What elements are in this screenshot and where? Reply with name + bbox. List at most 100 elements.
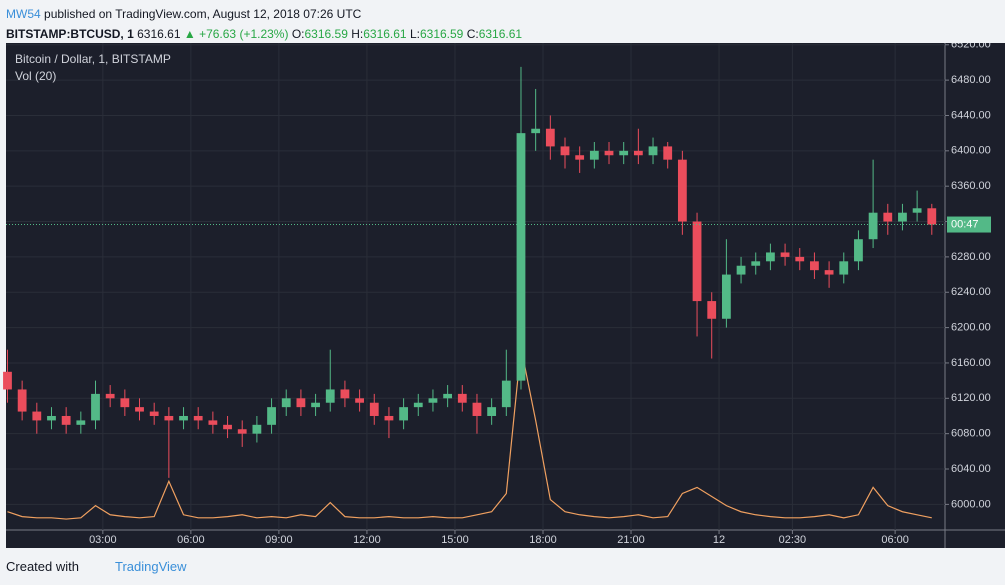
candle-body [751, 261, 761, 266]
candle-body [179, 415, 188, 421]
candle-body [516, 133, 526, 381]
candle-body [604, 150, 614, 156]
candle-body [575, 155, 585, 160]
candle-body [237, 429, 247, 434]
y-tick-label: 6360.00 [951, 180, 991, 192]
candle-body [399, 407, 409, 421]
y-tick-label: 6280.00 [951, 251, 991, 263]
candle-body [457, 393, 467, 403]
candle-body [663, 146, 673, 160]
candle-body [736, 265, 746, 275]
header: MW54 published on TradingView.com, Augus… [6, 4, 522, 44]
author[interactable]: MW54 [6, 7, 41, 21]
o-label: O: [291, 27, 305, 41]
candle-body [223, 424, 232, 430]
change: ▲ +76.63 (+1.23%) [183, 27, 289, 41]
price-badge [947, 216, 991, 233]
candle-body [3, 371, 12, 390]
candle-body [61, 415, 71, 425]
candle-body [135, 407, 144, 412]
volume-label: Vol (20) [15, 69, 56, 83]
h: 6316.61 [363, 27, 407, 41]
x-tick-label: 06:00 [881, 534, 909, 546]
published: published on TradingView.com, August 12,… [44, 7, 362, 21]
l-label: L: [409, 27, 420, 41]
x-tick-label: 12:00 [353, 534, 381, 546]
y-tick-label: 6520.00 [951, 43, 991, 51]
candle-body [91, 393, 100, 421]
l: 6316.59 [419, 27, 464, 41]
candle-body [677, 159, 687, 222]
candle-body [839, 261, 849, 275]
chart: Bitcoin / Dollar, 1, BITSTAMP Vol (20) 6… [3, 43, 1005, 548]
candle-body [824, 270, 834, 275]
y-tick-label: 6000.00 [951, 498, 991, 510]
candle-body [868, 212, 878, 240]
candle-body [384, 415, 394, 421]
candle-body [208, 420, 218, 425]
candle-body [795, 256, 805, 262]
x-tick-label: 06:00 [177, 534, 205, 546]
created: Created with [6, 559, 79, 574]
x-tick-label: 02:30 [779, 534, 807, 546]
brand[interactable]: TradingView [114, 559, 187, 574]
y-tick-label: 6440.00 [951, 109, 991, 121]
candle-body [810, 261, 819, 271]
y-tick-label: 6080.00 [951, 428, 991, 440]
candle-body [589, 150, 599, 160]
x-tick-label: 09:00 [265, 534, 293, 546]
y-tick-label: 6240.00 [951, 286, 991, 298]
c-label: C: [466, 27, 479, 41]
y-tick-label: 6120.00 [951, 392, 991, 404]
candle-body [340, 389, 350, 399]
candle-body [545, 128, 555, 147]
countdown-label: 00:47 [951, 218, 979, 230]
candle-body [17, 389, 27, 412]
x-tick-label: 18:00 [529, 534, 557, 546]
candle-body [296, 398, 306, 408]
candle-body [692, 221, 702, 302]
legend-title: Bitcoin / Dollar, 1, BITSTAMP [15, 52, 171, 66]
candle-body [560, 146, 570, 156]
candle-body [883, 212, 893, 222]
x-tick-label: 12 [713, 534, 725, 546]
candle-body [281, 398, 291, 408]
candle-body [105, 393, 115, 399]
candle-body [898, 212, 907, 222]
y-tick-label: 6200.00 [951, 322, 991, 334]
y-tick-label: 6040.00 [951, 463, 991, 475]
axis-bg [945, 43, 1005, 548]
candle-body [369, 402, 379, 416]
candle-body [149, 411, 159, 416]
candle-body [472, 402, 482, 416]
x-tick-label: 03:00 [89, 534, 117, 546]
y-tick-label: 6160.00 [951, 357, 991, 369]
candle-body [619, 150, 629, 156]
candle-body [633, 150, 643, 156]
candle-body [721, 274, 731, 319]
candle-body [927, 208, 937, 225]
candle-body [428, 398, 438, 403]
candle-body [487, 407, 497, 416]
x-tick-label: 21:00 [617, 534, 645, 546]
footer: Created with TradingView [6, 559, 187, 574]
candle-body [531, 128, 541, 134]
candle-body [501, 380, 511, 408]
c: 6316.61 [478, 27, 523, 41]
h-label: H: [351, 27, 364, 41]
candle-body [648, 146, 658, 156]
candle-body [32, 411, 42, 421]
candle-body [311, 402, 320, 408]
o: 6316.59 [304, 27, 348, 41]
candle-body [193, 415, 203, 421]
candle-body [707, 301, 717, 319]
candle-body [252, 424, 262, 434]
candle-body [443, 393, 453, 399]
x-tick-label: 15:00 [441, 534, 469, 546]
candle-body [413, 402, 423, 408]
y-tick-label: 6480.00 [951, 74, 991, 86]
symbol: BITSTAMP:BTCUSD, 1 [6, 27, 134, 41]
last: 6316.61 [137, 27, 181, 41]
candle-body [120, 398, 130, 408]
candle-body [912, 208, 922, 213]
